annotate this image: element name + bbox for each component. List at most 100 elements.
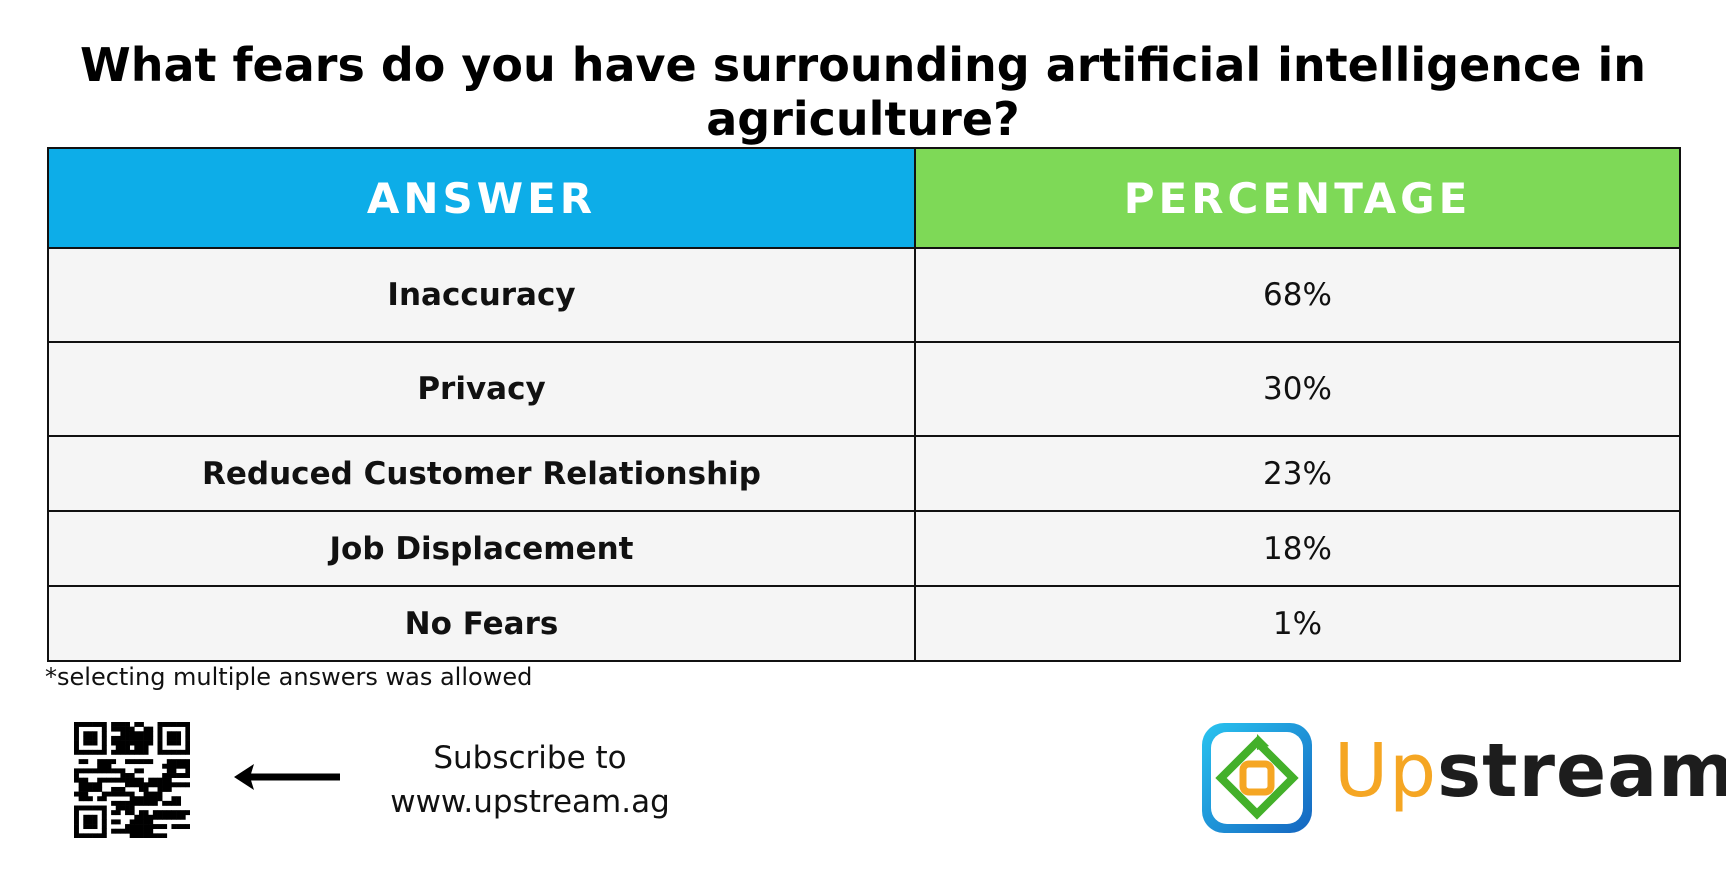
qr-module [134,749,140,755]
qr-module [171,768,177,774]
qr-module [97,796,103,802]
qr-module [125,740,130,746]
qr-module [176,824,182,830]
qr-module [92,786,98,792]
qr-module [87,819,93,825]
qr-module [157,782,163,788]
percentage-cell: 18% [914,510,1681,587]
qr-module [134,735,140,741]
qr-module [171,735,177,741]
qr-module [83,833,89,838]
qr-module [111,749,117,755]
qr-module [185,782,190,788]
qr-module [83,782,89,788]
qr-code [74,722,190,838]
qr-module [120,828,126,834]
qr-module [125,810,130,816]
qr-module [143,731,149,737]
qr-module [176,722,182,727]
qr-module [97,782,103,788]
qr-module [143,782,149,788]
qr-module [97,833,103,838]
qr-module [92,731,98,737]
qr-module [171,731,177,737]
table-row: Inaccuracy 68% [47,247,1681,343]
qr-module [171,800,177,806]
qr-module [157,791,163,797]
qr-module [83,759,89,765]
qr-module [185,740,190,746]
qr-module [180,814,186,820]
qr-module [111,819,117,825]
qr-module [180,722,186,727]
qr-module [115,810,121,816]
qr-module [83,786,89,792]
qr-module [74,777,79,783]
qr-module [106,768,112,774]
qr-module [115,749,121,755]
qr-module [180,782,186,788]
qr-module [101,763,107,769]
footnote: *selecting multiple answers was allowed [45,663,533,691]
qr-module [157,814,163,820]
qr-module [87,735,93,741]
qr-module [97,749,103,755]
qr-module [92,819,98,825]
qr-module [92,782,98,788]
qr-module [134,745,140,751]
qr-module [138,782,144,788]
qr-module [92,833,98,838]
qr-module [115,786,121,792]
qr-module [162,773,168,778]
qr-module [83,768,89,774]
qr-module [166,759,172,765]
qr-module [92,814,98,820]
qr-module [152,824,158,830]
qr-module [83,791,89,797]
qr-module [143,800,149,806]
qr-module [87,722,93,727]
qr-module [134,740,140,746]
qr-module [78,796,84,802]
qr-module [157,740,163,746]
qr-module [129,735,135,741]
percentage-cell: 68% [914,247,1681,343]
qr-module [148,828,154,834]
qr-module [78,805,84,811]
qr-module [157,749,163,755]
qr-module [87,740,93,746]
qr-module [115,800,121,806]
qr-module [134,759,140,765]
qr-module [152,833,158,838]
qr-module [120,791,126,797]
qr-module [166,740,172,746]
qr-module [129,731,135,737]
qr-module [97,786,103,792]
table-row: Job Displacement 18% [47,510,1681,587]
qr-module [143,745,149,751]
qr-module [166,722,172,727]
qr-module [74,810,79,816]
qr-module [185,749,190,755]
qr-module [185,722,190,727]
qr-module [92,805,98,811]
qr-module [138,814,144,820]
qr-module [92,824,98,830]
qr-module [134,828,140,834]
qr-module [185,735,190,741]
qr-module [134,800,140,806]
qr-module [78,722,84,727]
qr-module [125,735,130,741]
qr-module [120,735,126,741]
qr-module [166,800,172,806]
qr-module [101,814,107,820]
subscribe-url: www.upstream.ag [390,784,670,820]
qr-module [74,740,79,746]
qr-module [152,800,158,806]
qr-module [74,791,79,797]
qr-module [83,819,89,825]
qr-module [97,722,103,727]
qr-module [87,805,93,811]
qr-module [115,791,121,797]
qr-module [176,740,182,746]
